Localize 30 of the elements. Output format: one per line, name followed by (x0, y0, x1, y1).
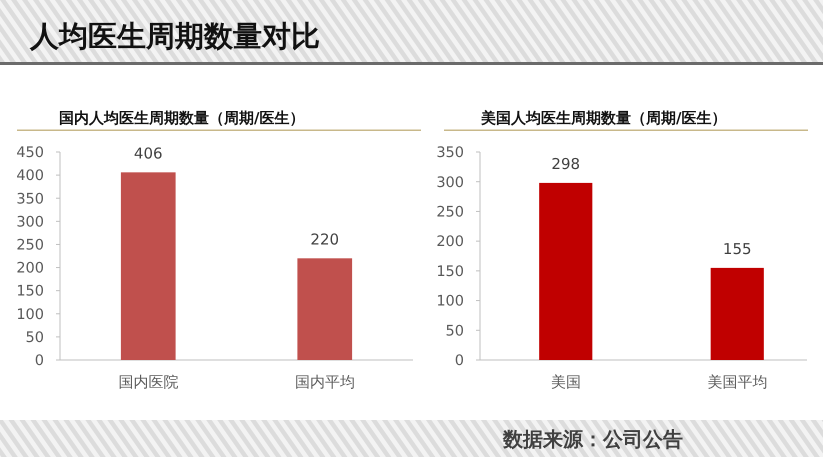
chart-title: 美国人均医生周期数量（周期/医生） (480, 109, 726, 127)
y-tick-label: 350 (436, 145, 464, 162)
y-tick-label: 150 (16, 284, 44, 300)
y-tick-label: 300 (436, 174, 464, 191)
y-tick-label: 50 (446, 323, 464, 340)
x-tick-label: 国内平均 (294, 373, 355, 391)
y-tick-label: 450 (16, 145, 44, 162)
x-tick-label: 美国 (550, 373, 581, 391)
text: 人均医生周期数量对比 (29, 19, 320, 53)
source-note: 数据来源：公司公告 (502, 427, 683, 451)
y-tick-label: 100 (436, 294, 464, 310)
y-tick-label: 350 (16, 191, 44, 208)
data-label: 155 (722, 240, 752, 258)
y-tick-label: 50 (26, 330, 44, 346)
y-tick-label: 300 (16, 214, 44, 230)
chart-title: 国内人均医生周期数量（周期/医生） (59, 109, 304, 127)
y-tick-label: 0 (454, 353, 464, 370)
y-tick-label: 150 (436, 264, 464, 280)
y-tick-label: 200 (436, 234, 464, 250)
y-tick-label: 200 (16, 260, 44, 277)
data-label: 220 (310, 230, 340, 248)
data-label: 298 (551, 154, 580, 173)
y-tick-label: 250 (16, 238, 44, 254)
y-tick-label: 0 (34, 353, 44, 370)
y-tick-label: 100 (16, 306, 44, 323)
x-tick-label: 美国平均 (707, 373, 768, 391)
y-tick-label: 400 (16, 168, 44, 184)
data-label: 406 (134, 144, 163, 162)
y-tick-label: 250 (436, 204, 464, 221)
x-tick-label: 国内医院 (118, 373, 178, 391)
